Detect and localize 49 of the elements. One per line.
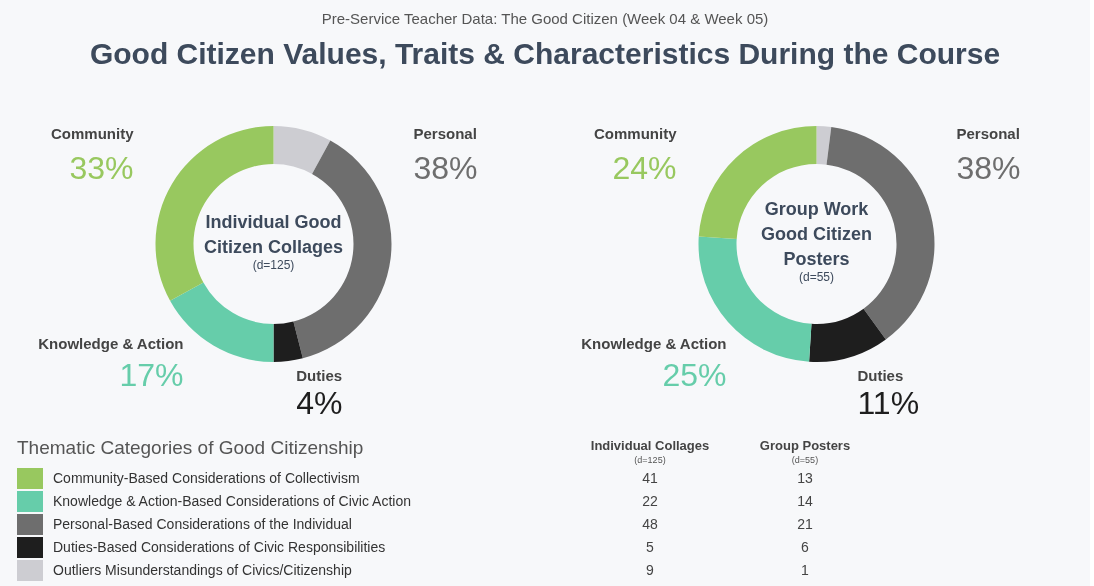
data-label: 22 — [642, 492, 658, 509]
data-label: 25% — [662, 357, 727, 393]
data-label: 38% — [413, 150, 478, 186]
data-label: 6 — [801, 538, 810, 555]
category-label: Duties-Based Considerations of Civic Responsibilities — [53, 538, 386, 555]
text: (d=55) — [791, 455, 819, 465]
donut-slice — [809, 308, 886, 362]
text: Good Citizen Values, Traits & Characteristics During the Course — [89, 37, 1001, 70]
slice-label: Community — [51, 125, 135, 142]
text: Citizen Collages — [203, 237, 344, 257]
slice-label: Duties — [857, 367, 904, 384]
data-label: 9 — [646, 561, 655, 578]
text: Pre-Service Teacher Data: The Good Citizen (Week 04 & Week 05) — [321, 10, 769, 27]
data-label: 14 — [797, 492, 813, 509]
data-label: 5 — [646, 538, 655, 555]
text: Group Work — [764, 199, 870, 219]
text: Thematic Categories of Good Citizenship — [17, 437, 364, 458]
data-label: 33% — [69, 150, 134, 186]
slice-label: Community — [594, 125, 678, 142]
data-label: 21 — [797, 515, 813, 532]
data-label: 1 — [801, 561, 810, 578]
donut-slice — [816, 126, 832, 165]
data-label: 11% — [857, 385, 920, 421]
category-label: Outliers Misunderstandings of Civics/Citizenship — [53, 561, 352, 578]
data-label: 38% — [956, 150, 1021, 186]
data-label: 24% — [612, 150, 677, 186]
data-label: 17% — [119, 357, 184, 393]
text: Good Citizen — [761, 224, 872, 244]
data-label: 41 — [642, 469, 658, 486]
data-label: 4% — [296, 385, 343, 421]
text: Group Posters — [759, 438, 851, 453]
data-label: 13 — [797, 469, 813, 486]
category-label: Community-Based Considerations of Collectivism — [53, 469, 360, 486]
slice-label: Duties — [296, 367, 343, 384]
text: (d=125) — [634, 455, 666, 465]
slice-label: Personal — [413, 125, 477, 142]
category-label: Personal-Based Considerations of the Individual — [53, 515, 352, 532]
text: (d=125) — [252, 258, 295, 272]
category-label: Knowledge & Action-Based Considerations of Civic Action — [53, 492, 411, 509]
text: Individual Good — [205, 212, 342, 232]
donut-slice — [273, 126, 331, 174]
data-label: 48 — [642, 515, 658, 532]
donut-slice — [273, 321, 303, 362]
slice-label: Knowledge & Action — [38, 335, 184, 352]
text: Posters — [783, 249, 850, 269]
text: Individual Collages — [590, 438, 710, 453]
slice-label: Knowledge & Action — [581, 335, 727, 352]
text: (d=55) — [798, 270, 835, 284]
slice-label: Personal — [956, 125, 1020, 142]
